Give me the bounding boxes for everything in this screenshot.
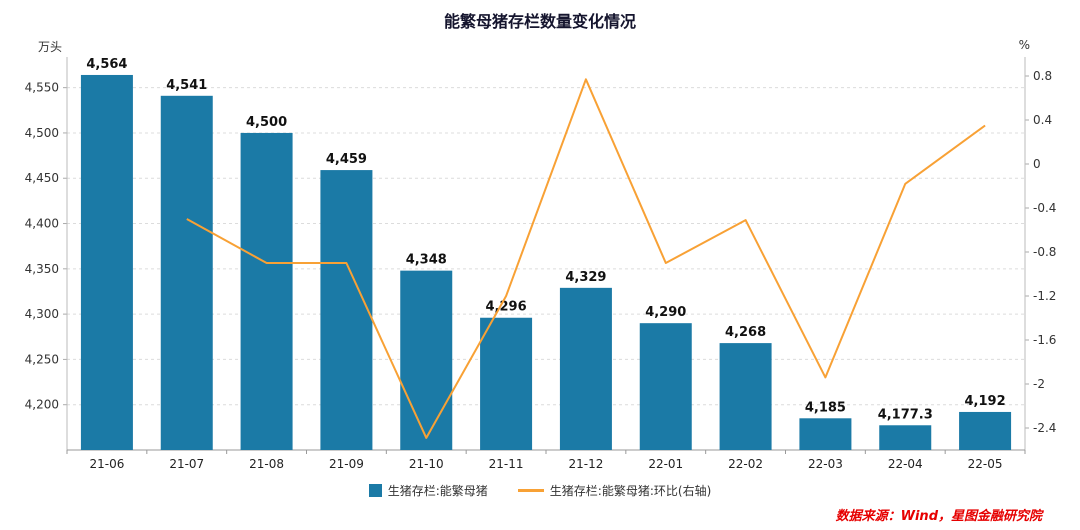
legend: 生猪存栏:能繁母猪 生猪存栏:能繁母猪:环比(右轴) <box>0 482 1080 499</box>
left-axis-tick-label: 4,450 <box>25 171 59 185</box>
left-axis-tick-label: 4,300 <box>25 307 59 321</box>
bar-22-05 <box>959 411 1012 450</box>
x-axis-category-label: 21-06 <box>89 457 124 471</box>
bar-21-09 <box>320 170 373 451</box>
x-axis-category-label: 21-07 <box>169 457 204 471</box>
bar-series-swatch-icon <box>368 484 382 497</box>
right-axis-tick-label: -0.8 <box>1033 245 1056 259</box>
bar-21-10 <box>400 270 453 450</box>
legend-item-line-series: 生猪存栏:能繁母猪:环比(右轴) <box>517 482 712 499</box>
left-axis-tick-label: 4,500 <box>25 126 59 140</box>
bar-value-label: 4,459 <box>326 152 367 167</box>
bar-22-04 <box>879 425 932 450</box>
x-axis-category-label: 21-08 <box>249 457 284 471</box>
right-axis-tick-label: -1.6 <box>1033 333 1056 347</box>
bar-value-label: 4,177.3 <box>878 407 933 422</box>
x-axis-category-label: 22-04 <box>888 457 923 471</box>
x-axis-category-label: 21-09 <box>329 457 364 471</box>
right-axis-tick-label: 0.8 <box>1033 69 1052 83</box>
left-axis-tick-label: 4,350 <box>25 262 59 276</box>
bar-value-label: 4,541 <box>166 78 207 93</box>
x-axis-category-label: 22-03 <box>808 457 843 471</box>
right-axis-tick-label: -0.4 <box>1033 201 1056 215</box>
right-axis-tick-label: -1.2 <box>1033 289 1056 303</box>
right-axis-tick-label: -2 <box>1033 377 1045 391</box>
bar-value-label: 4,192 <box>965 394 1006 409</box>
x-axis-category-label: 22-05 <box>968 457 1003 471</box>
x-axis-category-label: 22-01 <box>648 457 683 471</box>
bar-21-12 <box>559 287 612 450</box>
bar-22-02 <box>719 343 772 450</box>
left-axis-tick-label: 4,550 <box>25 81 59 95</box>
bar-21-08 <box>240 132 293 451</box>
legend-label-line-series: 生猪存栏:能繁母猪:环比(右轴) <box>549 484 712 498</box>
bar-value-label: 4,290 <box>645 305 686 320</box>
right-axis-tick-label: 0 <box>1033 157 1041 171</box>
bar-value-label: 4,329 <box>565 270 606 285</box>
line-series <box>186 78 986 439</box>
chart-title: 能繁母猪存栏数量变化情况 <box>443 12 636 31</box>
right-axis-tick-label: -2.4 <box>1033 421 1056 435</box>
right-axis-tick-label: 0.4 <box>1033 113 1052 127</box>
left-axis-tick-label: 4,250 <box>25 352 59 366</box>
bar-21-07 <box>160 95 213 451</box>
bar-value-label: 4,348 <box>406 253 447 268</box>
legend-label-bar-series: 生猪存栏:能繁母猪 <box>387 484 488 498</box>
left-axis-unit: 万头 <box>38 40 63 54</box>
x-axis-category-label: 22-02 <box>728 457 763 471</box>
bar-21-06 <box>80 74 133 450</box>
legend-item-bar-series: 生猪存栏:能繁母猪 <box>368 482 488 499</box>
bar-21-11 <box>480 317 533 450</box>
bar-22-03 <box>799 418 852 450</box>
left-axis-tick-label: 4,200 <box>25 398 59 412</box>
bar-value-label: 4,185 <box>805 400 846 415</box>
bar-value-label: 4,564 <box>86 57 127 72</box>
line-series-swatch-icon <box>517 489 544 492</box>
right-axis-unit: % <box>1018 38 1030 52</box>
bar-value-label: 4,500 <box>246 115 287 130</box>
x-axis-category-label: 21-10 <box>409 457 444 471</box>
bar-22-01 <box>639 323 692 450</box>
x-axis-category-label: 21-11 <box>489 457 524 471</box>
left-axis-tick-label: 4,400 <box>25 217 59 231</box>
bar-value-label: 4,296 <box>486 300 527 315</box>
data-source: 数据来源：Wind，星图金融研究院 <box>835 509 1042 524</box>
x-axis-category-label: 21-12 <box>568 457 603 471</box>
bar-value-label: 4,268 <box>725 325 766 340</box>
